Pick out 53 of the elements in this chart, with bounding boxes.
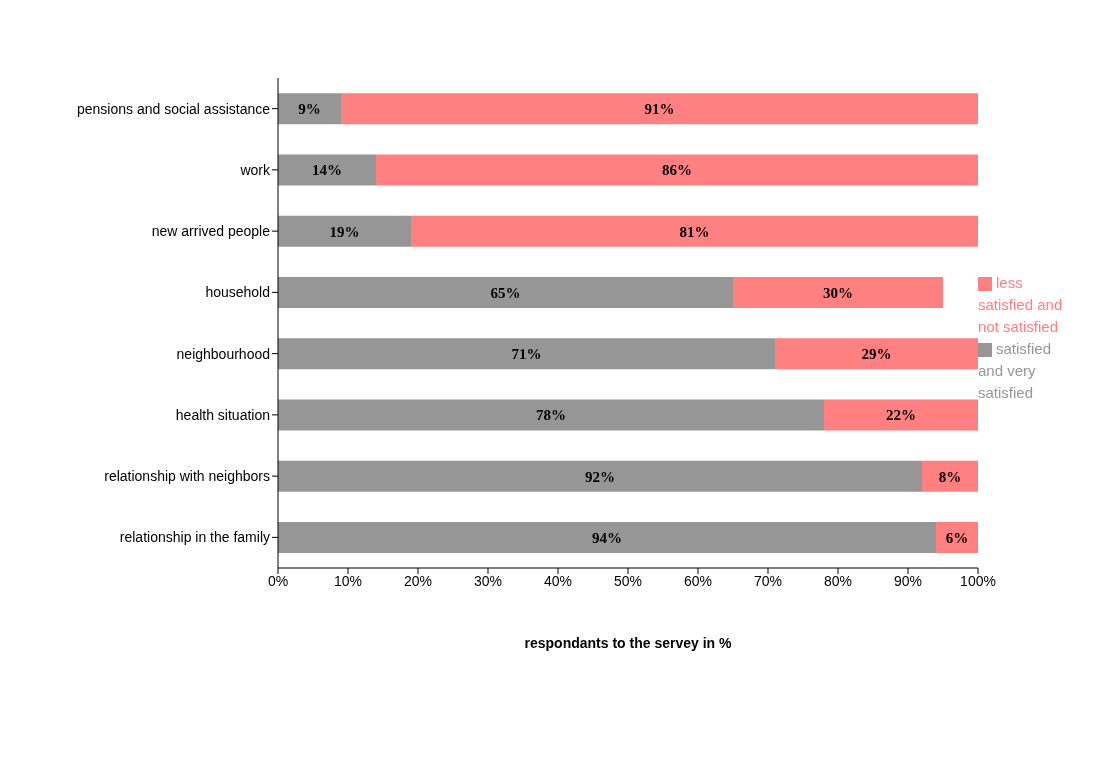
data-label: 22%	[886, 407, 916, 424]
bar	[411, 215, 978, 247]
x-tick-label: 20%	[403, 572, 433, 589]
data-label: 29%	[861, 346, 892, 363]
bar	[824, 399, 978, 431]
legend-label: satisfied and very satisfied	[978, 340, 1052, 401]
bar	[278, 215, 411, 247]
data-label: 91%	[644, 101, 675, 118]
data-label: 30%	[823, 284, 853, 301]
bar	[341, 93, 978, 125]
bar	[278, 93, 341, 125]
x-tick-label: 0%	[267, 572, 289, 589]
y-tick-label: relationship in the family	[119, 529, 270, 546]
y-tick-label: relationship with neighbors	[104, 468, 270, 485]
data-label: 86%	[662, 162, 692, 179]
data-label: 8%	[938, 468, 962, 485]
data-label: 9%	[298, 101, 321, 118]
bar	[278, 460, 922, 492]
data-label: 92%	[585, 468, 615, 485]
y-tick-label: neighbourhood	[176, 345, 270, 362]
x-tick-label: 70%	[753, 572, 783, 589]
bar	[278, 154, 376, 186]
x-tick-label: 90%	[893, 572, 923, 589]
x-axis-title: respondants to the servey in %	[524, 635, 733, 651]
bar	[376, 154, 978, 186]
data-label: 71%	[511, 346, 542, 363]
y-tick-label: work	[239, 161, 271, 178]
bar	[922, 460, 978, 492]
data-label: 94%	[592, 529, 622, 546]
bar	[775, 338, 978, 370]
x-tick-label: 10%	[333, 572, 363, 589]
data-label: 19%	[329, 223, 360, 240]
bar	[278, 522, 936, 554]
data-label: 14%	[312, 162, 342, 179]
bar	[278, 338, 775, 370]
x-tick-label: 30%	[473, 572, 503, 589]
legend-label: less satisfied and not satisfied	[978, 274, 1063, 335]
x-tick-label: 60%	[683, 572, 713, 589]
y-tick-label: pensions and social assistance	[76, 100, 271, 117]
bar	[278, 399, 824, 431]
data-label: 65%	[490, 284, 521, 301]
data-label: 6%	[945, 529, 969, 546]
y-tick-label: new arrived people	[151, 223, 271, 240]
x-tick-label: 40%	[543, 572, 573, 589]
data-label: 81%	[679, 223, 710, 240]
x-tick-label: 50%	[613, 572, 643, 589]
x-tick-label: 80%	[823, 572, 853, 589]
bar	[733, 277, 943, 309]
x-tick-label: 100%	[960, 572, 996, 589]
bar	[278, 277, 733, 309]
data-label: 78%	[536, 407, 566, 424]
y-tick-label: household	[205, 284, 270, 301]
y-tick-label: health situation	[175, 406, 270, 423]
